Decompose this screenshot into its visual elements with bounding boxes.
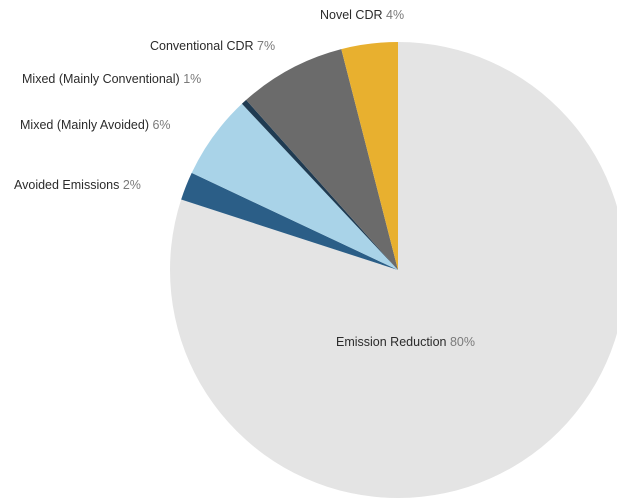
slice-label-percent: 6% [152, 118, 170, 132]
slice-label-mixed-mainly-conventional: Mixed (Mainly Conventional) 1% [22, 72, 201, 86]
pie-slice-novel-cdr [341, 42, 398, 270]
pie-slice-mixed-mainly-conventional [241, 99, 398, 271]
slice-label-name: Mixed (Mainly Conventional) [22, 72, 183, 86]
slice-label-name: Mixed (Mainly Avoided) [20, 118, 152, 132]
labels-layer: Emission Reduction 80% Avoided Emissions … [14, 8, 475, 349]
slice-label-percent: 2% [123, 178, 141, 192]
slices-layer [170, 42, 617, 498]
slice-label-emission-reduction: Emission Reduction 80% [336, 335, 475, 349]
slice-label-name: Emission Reduction [336, 335, 450, 349]
slice-label-percent: 80% [450, 335, 475, 349]
slice-label-name: Avoided Emissions [14, 178, 123, 192]
slice-label-avoided-emissions: Avoided Emissions 2% [14, 178, 141, 192]
slice-label-mixed-mainly-avoided: Mixed (Mainly Avoided) 6% [20, 118, 171, 132]
pie-slice-mixed-mainly-avoided [191, 103, 398, 270]
pie-slice-avoided-emissions [181, 172, 398, 270]
slice-label-novel-cdr: Novel CDR 4% [320, 8, 404, 22]
slice-label-name: Conventional CDR [150, 39, 257, 53]
slice-label-name: Novel CDR [320, 8, 386, 22]
slice-label-percent: 1% [183, 72, 201, 86]
slice-label-percent: 4% [386, 8, 404, 22]
slice-label-conventional-cdr: Conventional CDR 7% [150, 39, 275, 53]
pie-slice-conventional-cdr [246, 49, 398, 270]
pie-slice-emission-reduction [170, 42, 617, 498]
slice-label-percent: 7% [257, 39, 275, 53]
